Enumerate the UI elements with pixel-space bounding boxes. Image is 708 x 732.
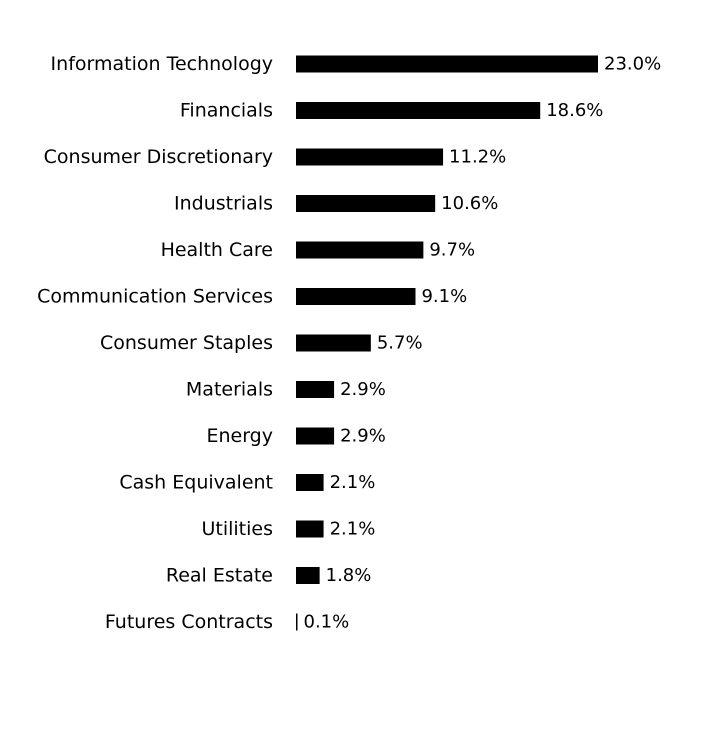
bar-row: Consumer Discretionary 11.2% [44, 146, 507, 168]
bar [296, 241, 424, 259]
bar-row: Real Estate 1.8% [166, 565, 372, 587]
value-label: 10.6% [441, 193, 498, 214]
category-label: Consumer Staples [100, 332, 273, 354]
category-label: Cash Equivalent [119, 472, 273, 494]
bar [296, 288, 416, 305]
value-label: 9.1% [421, 286, 467, 307]
bar [296, 55, 598, 73]
value-label: 1.8% [326, 565, 372, 586]
bar [296, 102, 541, 119]
bar [296, 334, 371, 352]
category-label: Industrials [174, 193, 273, 215]
bar-row: Energy 2.9% [206, 425, 385, 447]
bar [296, 520, 324, 538]
value-label: 2.1% [330, 519, 376, 540]
bar [296, 195, 436, 212]
category-label: Communication Services [37, 286, 273, 308]
category-label: Futures Contracts [105, 611, 273, 633]
category-label: Financials [180, 100, 273, 122]
bar [296, 474, 324, 491]
bar [296, 613, 298, 631]
category-label: Materials [186, 379, 273, 401]
bar-row: Futures Contracts 0.1% [105, 611, 349, 633]
category-label: Real Estate [166, 565, 273, 587]
category-label: Information Technology [51, 53, 273, 75]
bar-row: Cash Equivalent 2.1% [119, 472, 375, 494]
category-label: Energy [206, 425, 273, 447]
bar-row: Financials 18.6% [180, 100, 604, 122]
bar [296, 567, 320, 584]
value-label: 11.2% [449, 147, 506, 168]
value-label: 2.9% [340, 379, 386, 400]
category-label: Health Care [161, 239, 273, 261]
bar-row: Health Care 9.7% [161, 239, 476, 261]
bar-row: Consumer Staples 5.7% [100, 332, 423, 354]
category-label: Consumer Discretionary [44, 146, 273, 168]
bar-row: Communication Services 9.1% [37, 286, 467, 308]
category-label: Utilities [201, 518, 273, 540]
bar-row: Materials 2.9% [186, 379, 386, 401]
bar-row: Information Technology 23.0% [51, 53, 662, 75]
value-label: 5.7% [377, 333, 423, 354]
value-label: 23.0% [604, 54, 661, 75]
value-label: 2.9% [340, 426, 386, 447]
value-label: 0.1% [304, 612, 350, 633]
value-label: 2.1% [330, 472, 376, 493]
value-label: 18.6% [546, 100, 603, 121]
bar-row: Utilities 2.1% [201, 518, 375, 540]
bar-row: Industrials 10.6% [174, 193, 498, 215]
value-label: 9.7% [429, 240, 475, 261]
bar [296, 148, 444, 166]
bar [296, 427, 335, 445]
bar [296, 381, 335, 398]
